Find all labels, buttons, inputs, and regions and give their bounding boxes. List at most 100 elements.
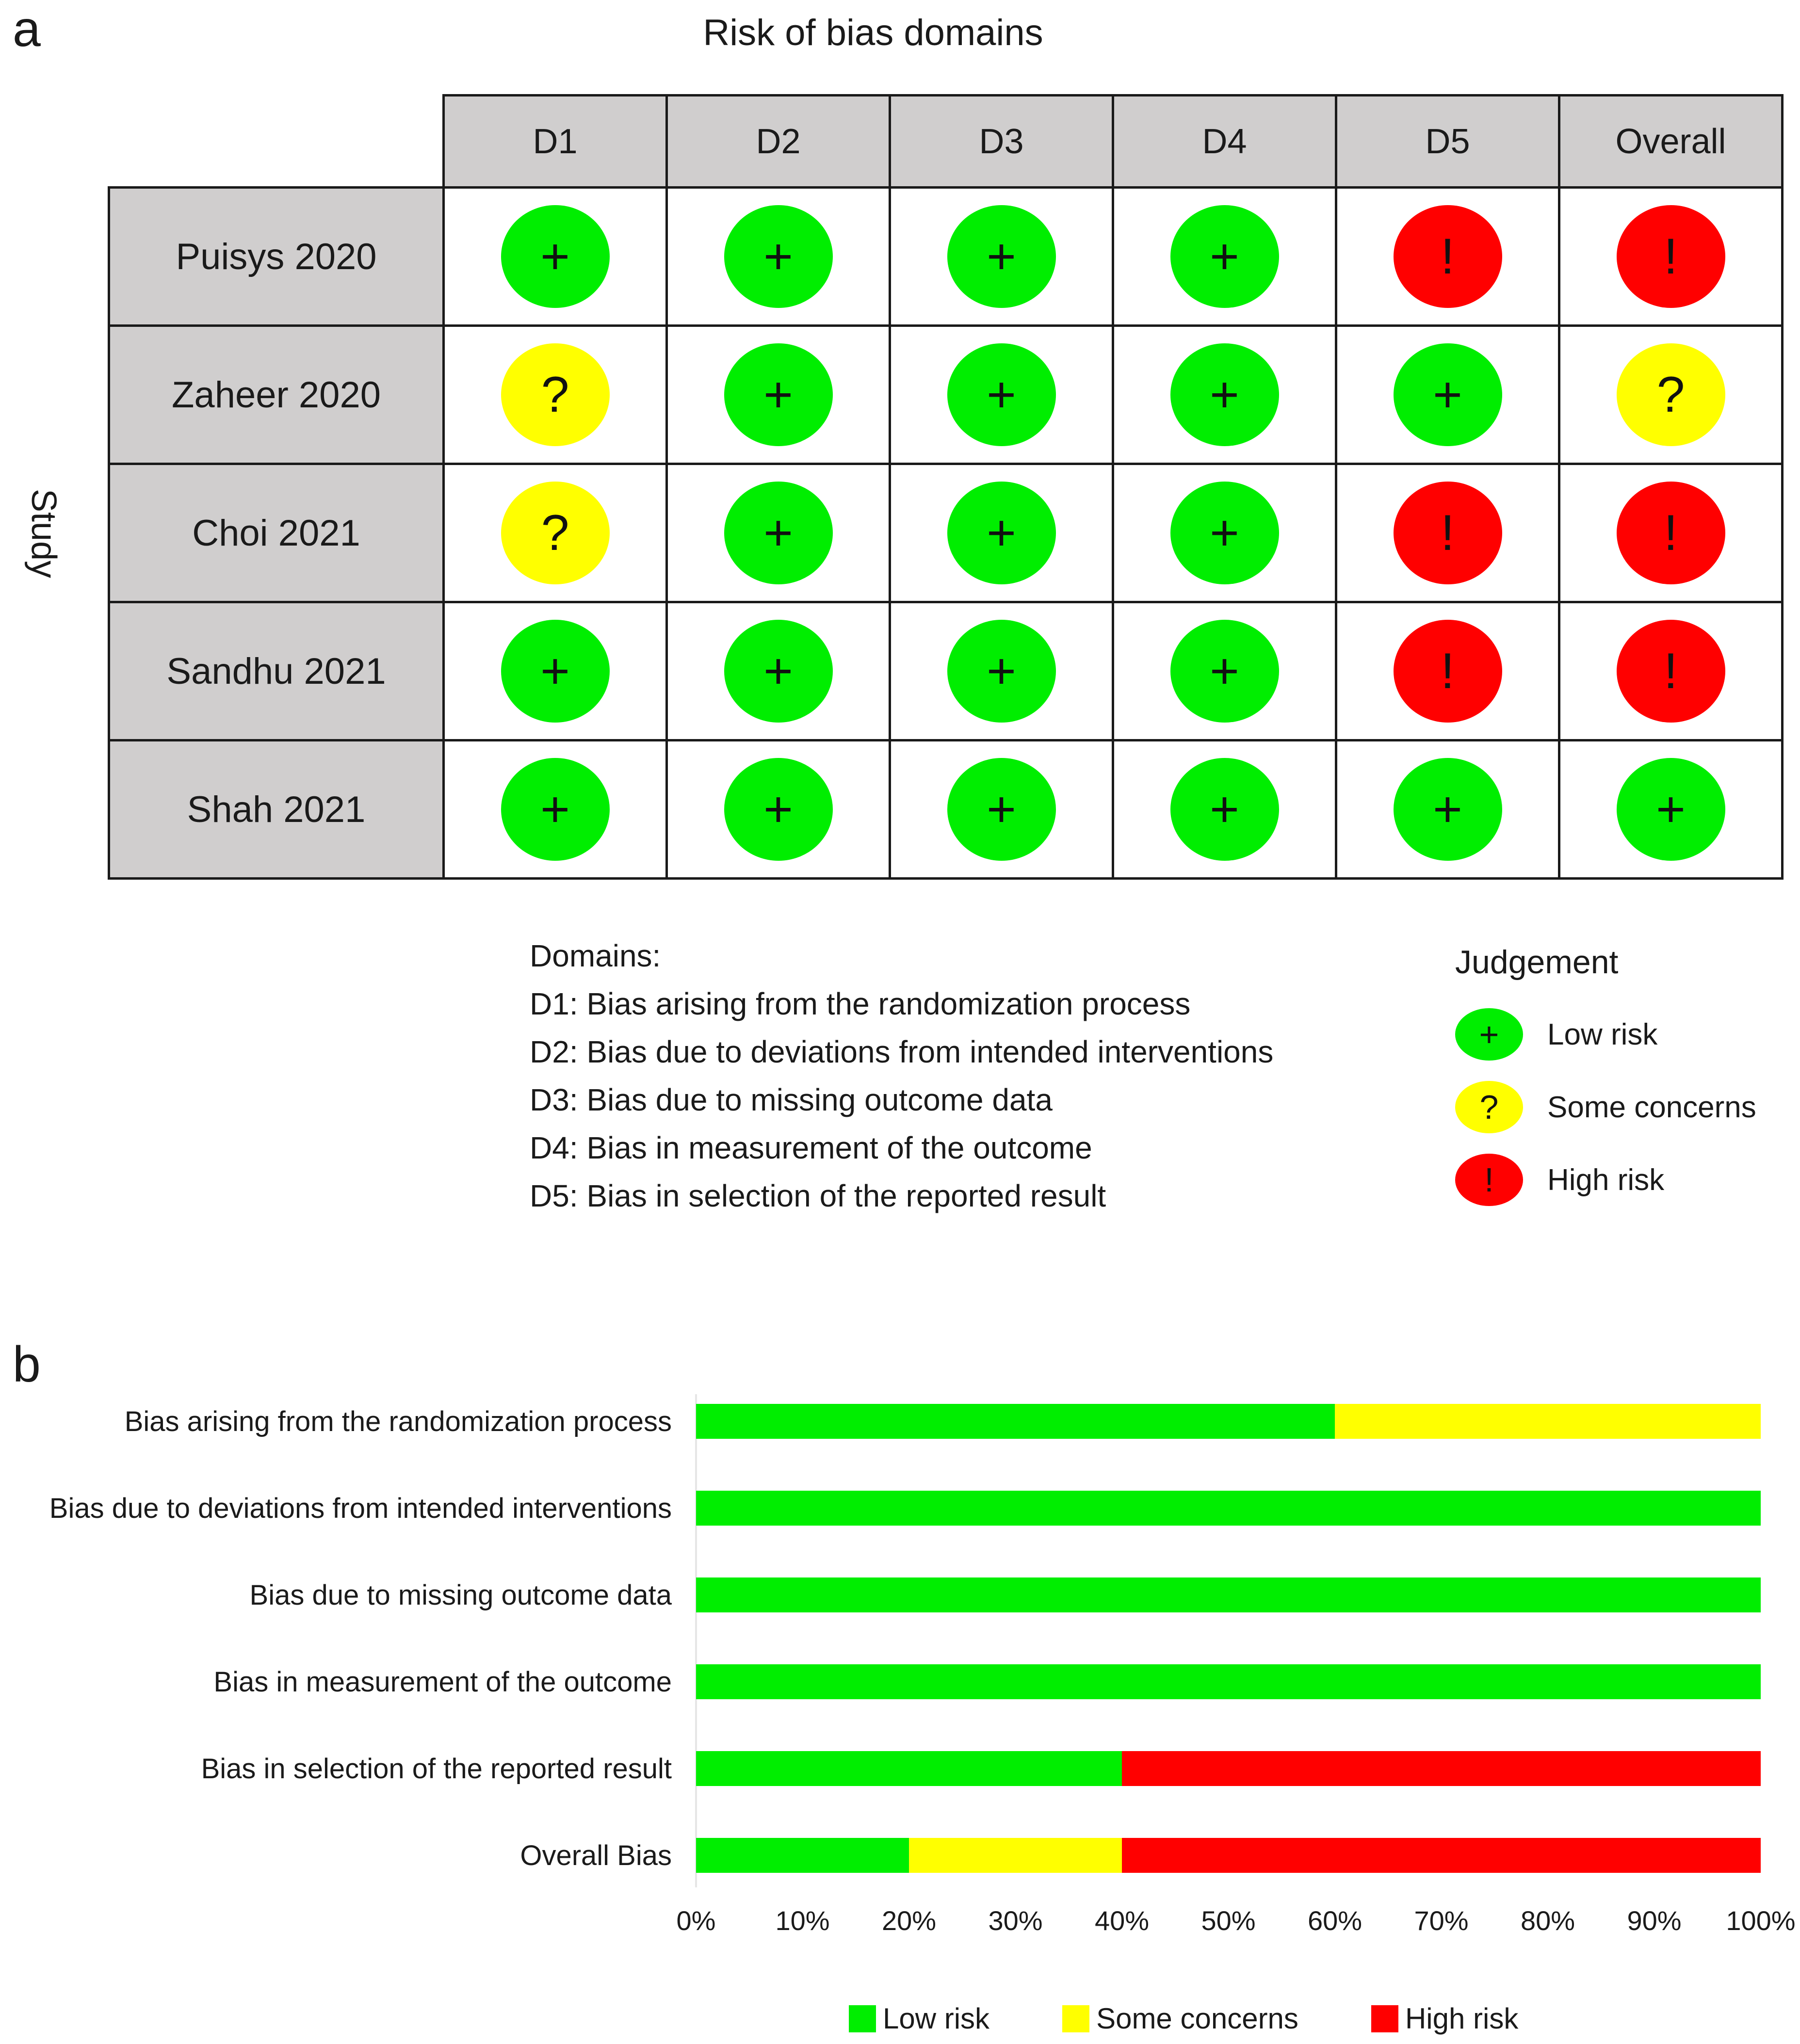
panel-b-letter: b	[13, 1336, 41, 1393]
judgement-cell: +	[442, 601, 668, 741]
y-axis-label: Study	[24, 488, 63, 579]
judgement-legend-item: + Low risk	[1455, 998, 1756, 1071]
judgement-legend: Judgement + Low risk? Some concerns! High r…	[1455, 946, 1756, 1216]
judgement-high-icon: !	[1393, 205, 1502, 308]
judgement-low-icon: +	[1616, 758, 1725, 861]
judgement-low-icon: +	[947, 205, 1056, 308]
category-label: Overall Bias	[520, 1840, 672, 1871]
legend-label: Some concerns	[1096, 2002, 1298, 2035]
judgement-low-icon: +	[724, 620, 833, 723]
legend-label: High risk	[1405, 2002, 1519, 2035]
judgement-cell: +	[442, 186, 668, 327]
judgement-legend-item: ? Some concerns	[1455, 1071, 1756, 1143]
judgement-low-icon: +	[1170, 205, 1279, 308]
judgement-some-icon: ?	[501, 343, 610, 446]
judgement-cell: +	[1112, 463, 1337, 603]
judgement-some-icon: ?	[1455, 1081, 1523, 1133]
legend-item: Some concerns	[1062, 2002, 1298, 2035]
judgement-low-icon: +	[724, 205, 833, 308]
table-row: Sandhu 2021 + + + +!!	[108, 601, 1784, 741]
judgement-low-icon: +	[501, 620, 610, 723]
judgement-cell: +	[1335, 739, 1560, 880]
panel-a-letter: a	[13, 1, 41, 57]
study-name: Choi 2021	[108, 463, 445, 603]
bar-legend: Low risk Some concerns High risk	[849, 2002, 1518, 2035]
x-tick-label: 80%	[1521, 1905, 1575, 1936]
judgement-low-icon: +	[1170, 758, 1279, 861]
judgement-legend-label: Some concerns	[1547, 1090, 1756, 1124]
domain-definition: D4: Bias in measurement of the outcome	[530, 1130, 1092, 1165]
judgement-cell: !	[1558, 186, 1784, 327]
legend-label: Low risk	[883, 2002, 990, 2035]
table-row: Zaheer 2020? + + + +?	[108, 324, 1784, 465]
judgement-legend-label: Low risk	[1547, 1017, 1658, 1051]
judgement-legend-item: ! High risk	[1455, 1143, 1756, 1216]
judgement-low-icon: +	[501, 205, 610, 308]
judgement-cell: +	[665, 186, 891, 327]
table-row: Shah 2021 + + + + + +	[108, 739, 1784, 880]
judgement-cell: +	[889, 601, 1114, 741]
judgement-cell: ?	[1558, 324, 1784, 465]
judgement-cell: +	[889, 463, 1114, 603]
domains-legend: Domains: D1: Bias arising from the rando…	[530, 932, 1273, 1220]
chart-title: Risk of bias domains	[703, 12, 1043, 53]
bar-segment-low	[696, 1577, 1761, 1612]
judgement-low-icon: +	[724, 482, 833, 584]
x-tick-label: 10%	[775, 1905, 829, 1936]
legend-item: Low risk	[849, 2002, 989, 2035]
bar-segment-low	[696, 1491, 1761, 1526]
judgement-low-icon: +	[724, 758, 833, 861]
judgement-cell: +	[665, 739, 891, 880]
bar-segment-some	[909, 1838, 1122, 1873]
study-name: Sandhu 2021	[108, 601, 445, 741]
table-corner	[109, 96, 444, 188]
judgement-low-icon: +	[501, 758, 610, 861]
x-tick-label: 30%	[988, 1905, 1042, 1936]
judgement-high-icon: !	[1616, 205, 1725, 308]
bar-segment-low	[696, 1838, 909, 1873]
judgement-cell: +	[1335, 324, 1560, 465]
study-name: Puisys 2020	[108, 186, 445, 327]
risk-of-bias-table: D1 D2 D3 D4 D5 Overall Puisys 2020 + + + +!! Zahee…	[108, 94, 1784, 880]
judgement-low-icon: +	[1455, 1008, 1523, 1061]
judgement-cell: ?	[442, 463, 668, 603]
legend-swatch	[1062, 2005, 1090, 2032]
judgement-cell: !	[1558, 463, 1784, 603]
legend-item: High risk	[1371, 2002, 1518, 2035]
study-name: Shah 2021	[108, 739, 445, 880]
x-tick-label: 60%	[1308, 1905, 1362, 1936]
judgement-cell: +	[1112, 324, 1337, 465]
judgement-low-icon: +	[1170, 343, 1279, 446]
judgement-low-icon: +	[947, 758, 1056, 861]
domain-definition: D2: Bias due to deviations from intended…	[530, 1034, 1274, 1069]
stacked-bar-chart: Bias arising from the randomization proc…	[49, 1394, 1796, 1936]
judgement-cell: !	[1335, 463, 1560, 603]
judgement-low-icon: +	[1393, 343, 1502, 446]
judgement-high-icon: !	[1616, 620, 1725, 723]
judgement-cell: ?	[442, 324, 668, 465]
judgement-cell: +	[665, 463, 891, 603]
judgement-low-icon: +	[724, 343, 833, 446]
column-header: D5	[1335, 94, 1560, 189]
x-tick-label: 70%	[1414, 1905, 1468, 1936]
x-tick-label: 90%	[1627, 1905, 1681, 1936]
bar-segment-low	[696, 1664, 1761, 1699]
x-tick-label: 50%	[1201, 1905, 1255, 1936]
judgement-low-icon: +	[947, 620, 1056, 723]
column-header: Overall	[1558, 94, 1784, 189]
legend-swatch	[849, 2005, 876, 2032]
judgement-cell: +	[889, 324, 1114, 465]
judgement-cell: +	[665, 324, 891, 465]
category-label: Bias due to deviations from intended int…	[49, 1493, 672, 1524]
judgement-cell: +	[442, 739, 668, 880]
judgement-cell: +	[889, 186, 1114, 327]
study-name: Zaheer 2020	[108, 324, 445, 465]
bar-segment-high	[1122, 1838, 1761, 1873]
judgement-high-icon: !	[1393, 620, 1502, 723]
domain-definition: D3: Bias due to missing outcome data	[530, 1082, 1053, 1117]
judgement-low-icon: +	[1170, 620, 1279, 723]
column-header: D1	[442, 94, 668, 189]
table-row: Puisys 2020 + + + +!!	[108, 186, 1784, 327]
x-tick-label: 20%	[882, 1905, 936, 1936]
judgement-legend-label: High risk	[1547, 1163, 1665, 1197]
